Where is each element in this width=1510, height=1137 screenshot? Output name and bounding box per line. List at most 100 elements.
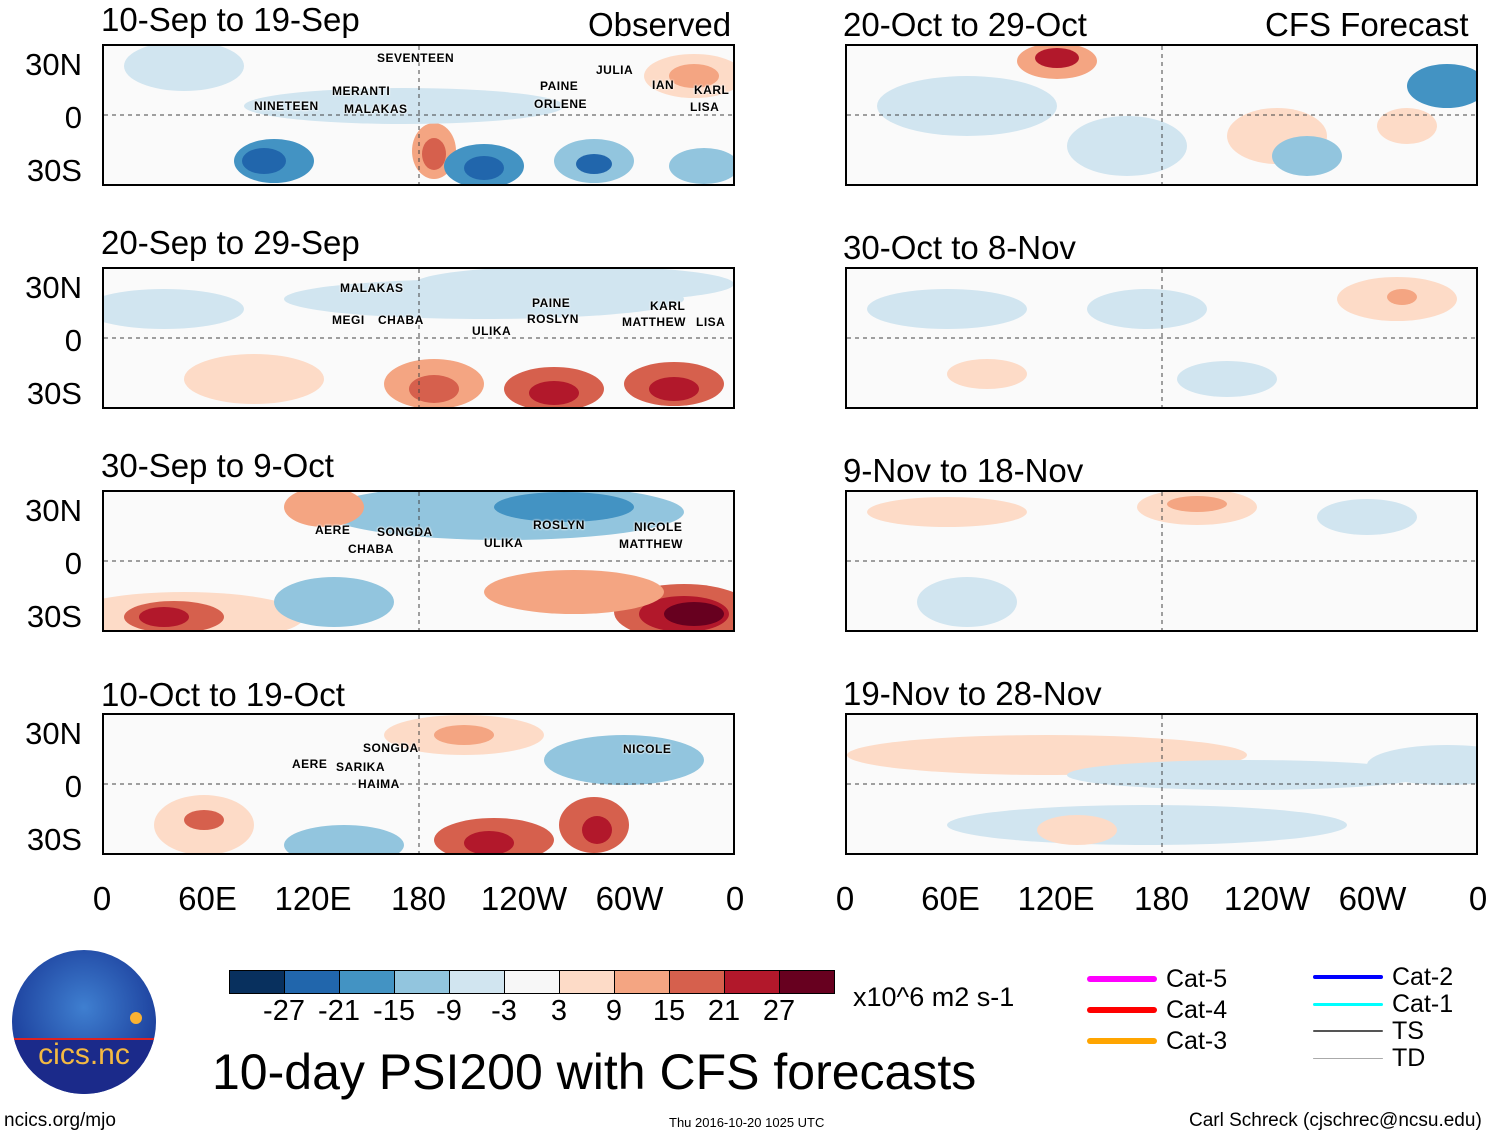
anomaly-field [847, 269, 1476, 407]
storm-label: LISA [696, 315, 726, 329]
lat-tick-label: 30N [25, 47, 82, 82]
footer-timestamp: Thu 2016-10-20 1025 UTC [669, 1115, 825, 1130]
storm-label: PAINE [532, 296, 571, 310]
colorbar-tick-label: -21 [318, 995, 360, 1027]
anomaly-contour [242, 148, 286, 174]
anomaly-contour [464, 831, 514, 853]
storm-label: MEGI [332, 313, 365, 327]
storm-label: CHABA [348, 542, 394, 556]
anomaly-contour [1387, 289, 1417, 305]
anomaly-contour [1377, 108, 1437, 144]
anomaly-contour [947, 359, 1027, 389]
map-panel-observed-3: AERE SONGDA CHABA ULIKA ROSLYN NICOLE MA… [102, 490, 735, 632]
track-legend-line [1087, 976, 1157, 982]
anomaly-contour [917, 577, 1017, 627]
track-legend-line [1087, 1038, 1157, 1044]
colorbar-swatch [285, 971, 340, 993]
storm-label: HAIMA [358, 777, 400, 791]
storm-label: JULIA [596, 63, 634, 77]
observed-header: Observed [588, 6, 732, 43]
colorbar-tick-label: 15 [652, 995, 686, 1027]
lon-tick-label: 0 [1468, 880, 1488, 917]
anomaly-contour [1317, 499, 1417, 535]
panel-title: 30-Sep to 9-Oct [101, 447, 334, 484]
anomaly-contour [1407, 64, 1476, 108]
storm-label: PAINE [540, 79, 579, 93]
colorbar-swatch [560, 971, 615, 993]
track-legend-label: TD [1392, 1044, 1426, 1072]
panel-title: 9-Nov to 18-Nov [843, 452, 1084, 489]
lon-tick-label: 120E [1017, 880, 1095, 917]
anomaly-field [104, 46, 733, 184]
colorbar-tick-label: 3 [550, 995, 568, 1027]
lat-tick-label: 0 [64, 769, 82, 804]
colorbar-tick-label: -9 [436, 995, 462, 1027]
lat-tick-label: 0 [64, 323, 82, 358]
lon-tick-label: 60W [595, 880, 664, 917]
storm-label: ROSLYN [533, 518, 585, 532]
colorbar-swatch [450, 971, 505, 993]
storm-label: NICOLE [623, 742, 672, 756]
track-legend-line [1313, 1002, 1383, 1006]
anomaly-contour [409, 375, 459, 403]
track-legend-line [1313, 975, 1383, 979]
lat-tick-label: 30N [25, 270, 82, 305]
track-legend-label: Cat-3 [1166, 1027, 1228, 1055]
lat-tick-label: 0 [64, 546, 82, 581]
anomaly-contour [1035, 48, 1079, 68]
anomaly-contour [422, 138, 446, 170]
anomaly-contour [484, 570, 664, 614]
anomaly-contour [1037, 815, 1117, 845]
storm-label: CHABA [378, 313, 424, 327]
colorbar-tick-label: 27 [762, 995, 796, 1027]
anomaly-contour [274, 577, 394, 627]
lon-tick-label: 0 [725, 880, 745, 917]
colorbar [229, 970, 835, 994]
storm-label: ROSLYN [527, 312, 579, 326]
anomaly-field [847, 492, 1476, 630]
anomaly-contour [139, 607, 189, 627]
anomaly-field [104, 269, 733, 407]
map-panel-observed-1: SEVENTEEN JULIA IAN KARL LISA NINETEEN M… [102, 44, 735, 186]
anomaly-contour [1067, 760, 1427, 790]
footer-url[interactable]: ncics.org/mjo [4, 1110, 116, 1131]
storm-label: ORLENE [534, 97, 588, 111]
anomaly-contour [184, 354, 324, 404]
track-legend-label: Cat-1 [1392, 990, 1454, 1018]
storm-label: SONGDA [363, 741, 419, 755]
anomaly-contour [669, 148, 733, 184]
colorbar-swatch [725, 971, 780, 993]
anomaly-contour [434, 725, 494, 745]
panel-title: 20-Oct to 29-Oct [843, 6, 1087, 43]
colorbar-swatch [395, 971, 450, 993]
lat-tick-label: 30S [26, 822, 82, 857]
colorbar-swatch [670, 971, 725, 993]
anomaly-contour [867, 289, 1027, 329]
lon-tick-label: 60E [178, 880, 237, 917]
anomaly-contour [649, 377, 699, 401]
colorbar-swatch [780, 971, 834, 993]
colorbar-swatch [615, 971, 670, 993]
colorbar-tick-label: -27 [263, 995, 305, 1027]
colorbar-tick-label: 21 [707, 995, 741, 1027]
lat-tick-label: 30S [26, 599, 82, 634]
storm-label: KARL [694, 83, 730, 97]
anomaly-contour [669, 64, 719, 88]
lon-tick-label: 120W [1223, 880, 1311, 917]
cics-logo: cics.nc [12, 950, 156, 1094]
map-panel-observed-4: SONGDA AERE SARIKA HAIMA NICOLE [102, 713, 735, 855]
anomaly-contour [284, 825, 404, 853]
colorbar-tick-label: -15 [373, 995, 415, 1027]
anomaly-contour [1067, 116, 1187, 176]
storm-label: NICOLE [634, 520, 683, 534]
lon-tick-label: 180 [390, 880, 447, 917]
forecast-header: CFS Forecast [1265, 6, 1469, 43]
colorbar-swatch [505, 971, 560, 993]
storm-label: NINETEEN [254, 99, 319, 113]
anomaly-contour [664, 602, 724, 626]
track-legend-line [1313, 1057, 1383, 1059]
anomaly-contour [494, 492, 634, 522]
figure-title: 10-day PSI200 with CFS forecasts [212, 1044, 977, 1100]
storm-label: ULIKA [472, 324, 512, 338]
lat-tick-label: 30S [26, 153, 82, 188]
